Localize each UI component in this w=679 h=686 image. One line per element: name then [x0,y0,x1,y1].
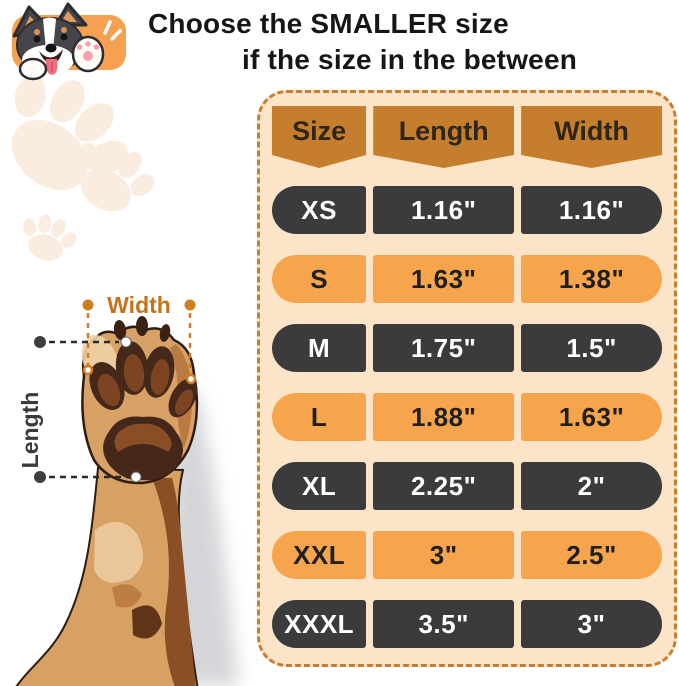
length-dot-bottom [34,471,46,483]
length-cell: 1.16" [373,186,515,234]
length-cell: 1.88" [373,393,515,441]
table-header-row: Size Length Width [272,106,662,168]
width-dot-right [184,299,196,311]
size-cell: L [272,393,367,441]
table-header-length: Length [373,106,515,168]
size-cell: S [272,255,367,303]
table-row-xs: XS 1.16" 1.16" [272,186,662,234]
width-cell: 2.5" [521,531,662,579]
table-row-l: L 1.88" 1.63" [272,393,662,441]
table-body: XS 1.16" 1.16" S 1.63" 1.38" M 1.75" 1.5… [272,168,662,648]
width-cell: 1.38" [521,255,662,303]
table-row-xl: XL 2.25" 2" [272,462,662,510]
sparkle-lines [103,20,122,41]
corgi-eyebrow [61,27,67,33]
width-cell: 1.5" [521,324,662,372]
length-cell: 1.63" [373,255,515,303]
corgi-paw [18,57,48,81]
size-cell: XL [272,462,367,510]
page-title-line2: if the size in the between [242,44,578,75]
table-row-xxl: XXL 3" 2.5" [272,531,662,579]
length-dot-top [34,336,46,348]
paw-measurement-illustration: Width Length [15,292,238,686]
table-row-xxxl: XXXL 3.5" 3" [272,600,662,648]
toe-pads [89,341,198,418]
size-cell: M [272,324,367,372]
corgi-eyebrow [34,29,40,35]
width-cell: 3" [521,600,662,648]
length-measure-label: Length [17,392,43,469]
width-guide-lines [86,313,192,374]
corgi-illustration [12,2,126,81]
width-cell: 1.16" [521,186,662,234]
corgi-eye [60,33,68,41]
page-title: Choose the SMALLER size if the size in t… [0,6,679,78]
width-cell: 2" [521,462,662,510]
table-row-m: M 1.75" 1.5" [272,324,662,372]
width-cell: 1.63" [521,393,662,441]
corgi-eye [33,35,41,43]
size-cell: XS [272,186,367,234]
width-dot-left [82,299,94,311]
table-header-size: Size [272,106,367,168]
size-cell: XXXL [272,600,367,648]
length-cell: 1.75" [373,324,515,372]
width-measure-label: Width [107,292,171,318]
page-title-line1: Choose the SMALLER size [148,8,509,39]
table-header-width: Width [521,106,662,168]
size-cell: XXL [272,531,367,579]
table-row-s: S 1.63" 1.38" [272,255,662,303]
length-cell: 3" [373,531,515,579]
length-cell: 2.25" [373,462,515,510]
length-cell: 3.5" [373,600,515,648]
size-table-panel: Size Length Width XS 1.16" 1.16" S 1.63"… [257,90,677,667]
length-guide-lines [49,340,129,479]
corgi-nose [45,43,57,53]
